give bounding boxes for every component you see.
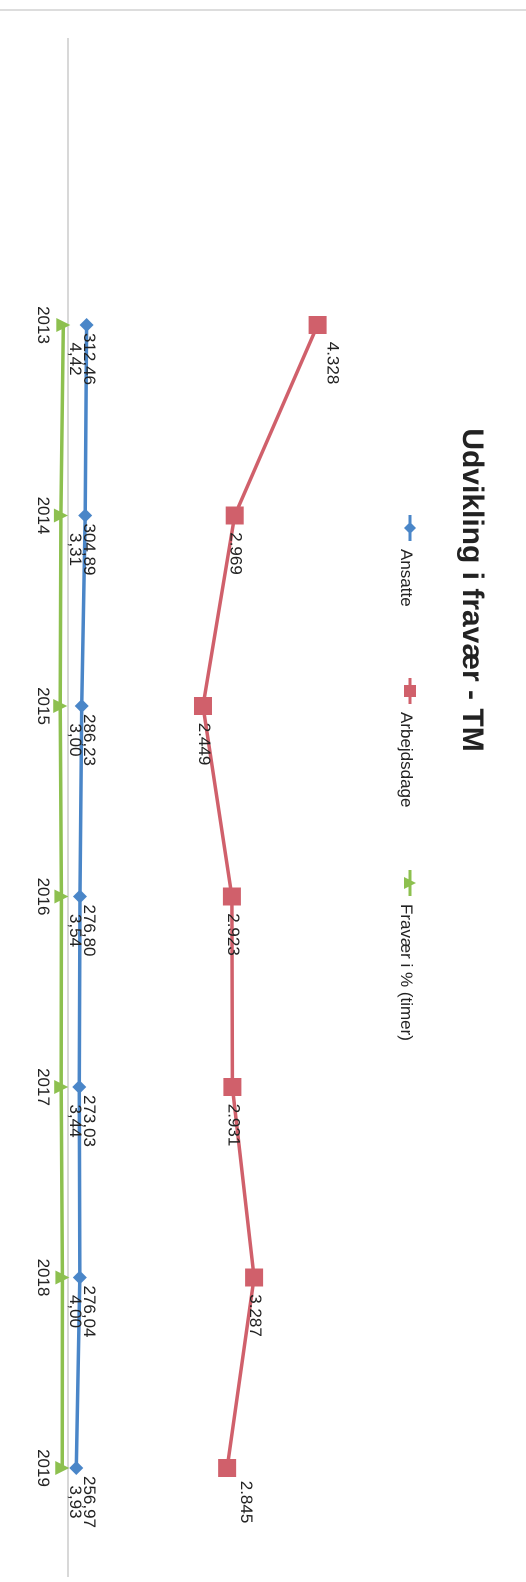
data-label: 4,42 <box>66 342 85 375</box>
data-label: 4,00 <box>66 1295 85 1328</box>
data-point <box>53 508 68 523</box>
legend-marker <box>404 877 416 889</box>
data-label: 312,46 <box>80 333 99 385</box>
legend-label: Ansatte <box>397 549 416 607</box>
data-label: 3.287 <box>246 1294 265 1337</box>
data-point <box>245 1268 264 1287</box>
data-point <box>193 697 212 715</box>
category-tick-label: 2019 <box>34 1449 53 1487</box>
data-point <box>55 1270 70 1285</box>
data-label: 304,89 <box>80 524 99 576</box>
data-point <box>225 506 244 525</box>
legend-marker <box>404 685 416 697</box>
data-label: 276,04 <box>80 1286 99 1338</box>
data-label: 286,23 <box>80 714 99 766</box>
data-point <box>222 887 241 906</box>
data-point <box>218 1459 237 1477</box>
data-label: 4.328 <box>324 342 343 385</box>
data-label: 2.923 <box>224 913 243 956</box>
data-point <box>55 1461 70 1475</box>
data-label: 2.845 <box>237 1481 256 1524</box>
data-point <box>54 889 69 904</box>
data-point <box>72 1080 87 1094</box>
data-label: 276,80 <box>80 905 99 957</box>
data-label: 3,00 <box>66 723 85 756</box>
category-tick-label: 2016 <box>34 878 53 916</box>
data-point <box>72 1270 87 1285</box>
data-label: 273,03 <box>80 1095 99 1147</box>
legend-label: Arbejdsdage <box>397 712 416 807</box>
data-label: 256,97 <box>80 1476 99 1528</box>
data-point <box>78 508 93 523</box>
data-point <box>56 318 71 332</box>
data-label: 3,54 <box>66 914 85 947</box>
category-tick-label: 2017 <box>34 1068 53 1106</box>
category-tick-label: 2018 <box>34 1259 53 1297</box>
data-point <box>308 316 327 334</box>
legend-label: Fravær i % (timer) <box>397 904 416 1041</box>
data-point <box>69 1461 84 1475</box>
category-tick-label: 2014 <box>34 497 53 535</box>
data-point <box>79 318 94 332</box>
data-label: 2.931 <box>224 1104 243 1147</box>
data-label: 3,31 <box>66 533 85 566</box>
data-point <box>74 699 89 713</box>
data-point <box>223 1078 242 1096</box>
data-label: 3,44 <box>66 1104 85 1137</box>
data-point <box>53 699 68 713</box>
data-point <box>54 1080 69 1094</box>
category-tick-label: 2013 <box>34 306 53 344</box>
category-tick-label: 2015 <box>34 687 53 725</box>
data-label: 3,93 <box>66 1485 85 1518</box>
data-label: 2.969 <box>227 532 246 575</box>
chart-title: Udvikling i fravær - TM <box>456 428 489 751</box>
legend-marker <box>404 522 416 534</box>
data-label: 2.449 <box>195 723 214 766</box>
data-point <box>72 889 87 904</box>
